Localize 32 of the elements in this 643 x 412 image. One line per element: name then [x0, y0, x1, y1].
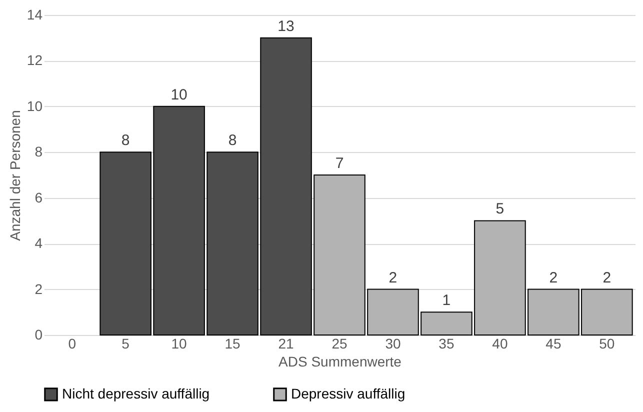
x-tick-label: 15 — [224, 336, 241, 352]
data-label: 2 — [388, 269, 398, 286]
y-tick-label: 14 — [26, 6, 43, 22]
y-tick-label: 12 — [26, 52, 43, 68]
data-label: 2 — [602, 269, 612, 286]
x-tick-label: 5 — [122, 336, 130, 352]
y-tick-label: 4 — [34, 235, 43, 252]
y-tick-label: 2 — [34, 280, 43, 297]
y-tick-label: 10 — [26, 98, 43, 114]
data-label: 8 — [228, 132, 237, 150]
data-label: 7 — [335, 155, 344, 172]
y-axis-title: Anzahl der Personen — [6, 110, 23, 241]
legend-label: Nicht depressiv auffällig — [62, 385, 210, 402]
x-tick-label: 30 — [385, 336, 401, 352]
data-label: 10 — [170, 86, 188, 104]
x-tick-label: 35 — [438, 336, 454, 352]
y-tick-label: 8 — [34, 144, 43, 160]
x-tick-label: 25 — [332, 336, 348, 352]
data-label: 2 — [549, 269, 558, 286]
data-label: 5 — [496, 200, 504, 218]
data-label: 13 — [278, 18, 294, 35]
y-tick-label: 6 — [34, 189, 43, 206]
data-label: 1 — [442, 292, 451, 310]
x-tick-label: 10 — [171, 336, 188, 352]
x-axis-title: ADS Summenwerte — [278, 354, 402, 370]
x-tick-label: 45 — [546, 336, 562, 352]
x-tick-label: 21 — [278, 336, 294, 352]
x-tick-label: 50 — [599, 336, 615, 352]
x-tick-label: 0 — [68, 336, 76, 352]
x-tick-label: 40 — [492, 336, 508, 352]
data-label: 8 — [121, 132, 130, 150]
legend-label: Depressiv auffällig — [291, 385, 406, 402]
